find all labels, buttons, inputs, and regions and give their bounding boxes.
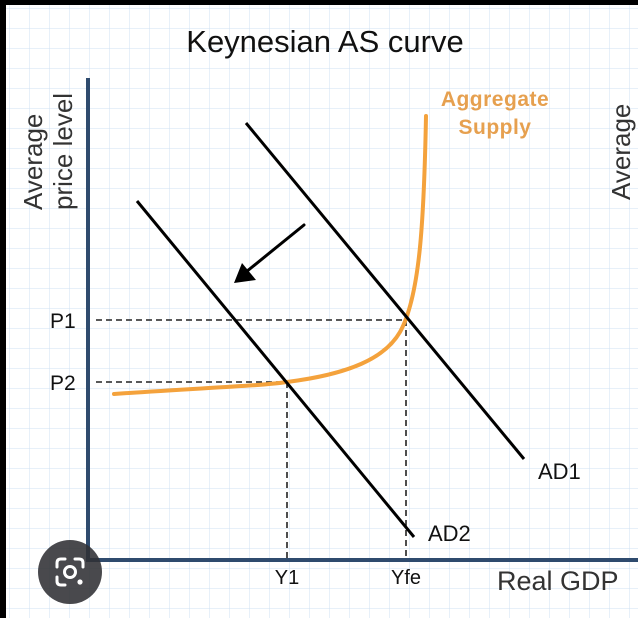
aggregate-supply-label-line1: Aggregate — [441, 88, 549, 111]
right-edge-label: Average — [606, 104, 636, 200]
arrow-down-left-icon — [234, 223, 306, 283]
ad1-label: AD1 — [538, 459, 581, 484]
google-lens-button[interactable] — [38, 540, 102, 604]
ad2-label: AD2 — [428, 521, 471, 546]
diagram-title: Keynesian AS curve — [186, 24, 463, 59]
y1-label: Y1 — [275, 567, 299, 589]
p1-label: P1 — [50, 310, 76, 333]
x-axis-label: Real GDP — [497, 566, 619, 596]
ad2-line — [135, 200, 416, 538]
yfe-label: Yfe — [391, 567, 421, 589]
background-grid — [6, 5, 638, 618]
y-axis-label-line2: price level — [48, 93, 78, 210]
aggregate-supply-curve — [112, 114, 428, 396]
aggregate-supply-label-line2: Supply — [458, 116, 531, 139]
y-axis-label-line1: Average — [18, 114, 48, 210]
google-lens-icon — [55, 557, 85, 587]
ad1-line — [244, 122, 526, 460]
p2-label: P2 — [50, 372, 76, 395]
